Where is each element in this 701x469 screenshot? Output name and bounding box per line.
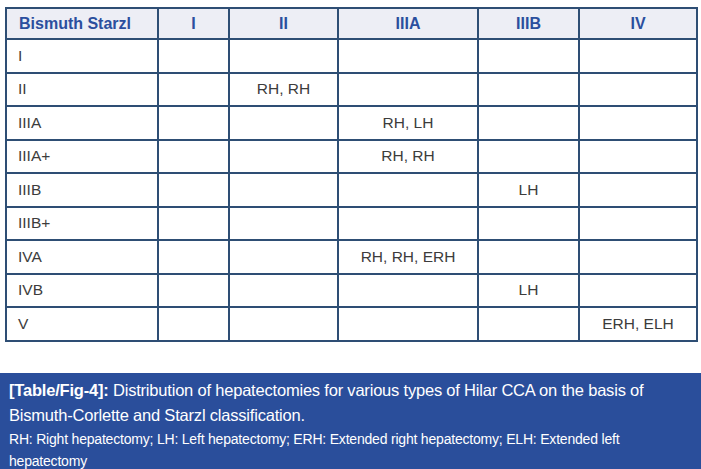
table-cell	[229, 207, 338, 241]
table-cell: RH, LH	[338, 106, 478, 140]
table-cell	[229, 240, 338, 274]
table-cell	[338, 307, 478, 341]
table-cell	[338, 207, 478, 241]
table-cell	[229, 307, 338, 341]
caption-main-text: [Table/Fig-4]: Distribution of hepatecto…	[9, 378, 691, 428]
table-cell	[478, 39, 579, 73]
row-label: IVA	[6, 240, 158, 274]
table-cell	[158, 274, 229, 308]
row-label: IIIB	[6, 173, 158, 207]
table-cell	[478, 207, 579, 241]
caption-block: [Table/Fig-4]: Distribution of hepatecto…	[0, 373, 701, 469]
table-cell	[338, 39, 478, 73]
header-cell-row-axis: Bismuth Starzl	[6, 8, 158, 39]
table-cell	[478, 240, 579, 274]
table-cell	[579, 207, 697, 241]
table-cell: RH, RH	[229, 73, 338, 107]
header-row: Bismuth StarzlIIIIIIAIIIBIV	[6, 8, 697, 39]
table-cell	[158, 240, 229, 274]
table-cell	[229, 39, 338, 73]
row-label: I	[6, 39, 158, 73]
header-cell: IV	[579, 8, 697, 39]
hepatectomy-classification-table: Bismuth StarzlIIIIIIAIIIBIV IIIRH, RHIII…	[5, 7, 698, 342]
table-cell	[338, 274, 478, 308]
table-cell	[229, 140, 338, 174]
table-cell	[338, 173, 478, 207]
table-cell	[338, 73, 478, 107]
table-cell	[158, 207, 229, 241]
table-cell: RH, RH	[338, 140, 478, 174]
row-label: IIIA	[6, 106, 158, 140]
table-cell	[229, 173, 338, 207]
table-body: IIIRH, RHIIIARH, LHIIIA+RH, RHIIIBLHIIIB…	[6, 39, 697, 341]
row-label: IVB	[6, 274, 158, 308]
table-row: IIIB LH	[6, 173, 697, 207]
table-header: Bismuth StarzlIIIIIIAIIIBIV	[6, 8, 697, 39]
table-cell	[229, 274, 338, 308]
table-cell	[579, 274, 697, 308]
header-cell: I	[158, 8, 229, 39]
row-label: V	[6, 307, 158, 341]
table-cell	[579, 173, 697, 207]
row-label: II	[6, 73, 158, 107]
header-cell: II	[229, 8, 338, 39]
table-cell	[579, 106, 697, 140]
table-figure-page: Bismuth StarzlIIIIIIAIIIBIV IIIRH, RHIII…	[0, 7, 701, 469]
table-row: I	[6, 39, 697, 73]
table-cell	[158, 39, 229, 73]
header-cell: IIIB	[478, 8, 579, 39]
caption-figure-tag: [Table/Fig-4]:	[9, 381, 109, 399]
table-cell	[478, 307, 579, 341]
table-row: IIIA+ RH, RH	[6, 140, 697, 174]
table-cell	[579, 140, 697, 174]
table-row: IVB LH	[6, 274, 697, 308]
table-cell: LH	[478, 274, 579, 308]
table-cell	[158, 140, 229, 174]
table-row: IIIB+	[6, 207, 697, 241]
table-cell: ERH, ELH	[579, 307, 697, 341]
table-cell	[229, 106, 338, 140]
table-cell	[478, 73, 579, 107]
table-cell	[158, 106, 229, 140]
caption-abbreviations: RH: Right hepatectomy; LH: Left hepatect…	[9, 429, 691, 469]
row-label: IIIA+	[6, 140, 158, 174]
table-cell	[158, 173, 229, 207]
header-cell: IIIA	[338, 8, 478, 39]
table-row: V ERH, ELH	[6, 307, 697, 341]
table-row: IIIA RH, LH	[6, 106, 697, 140]
table-cell: LH	[478, 173, 579, 207]
table-cell	[579, 73, 697, 107]
table-row: IVA RH, RH, ERH	[6, 240, 697, 274]
table-cell	[158, 73, 229, 107]
row-label: IIIB+	[6, 207, 158, 241]
table-cell	[579, 240, 697, 274]
table-cell	[579, 39, 697, 73]
table-cell	[158, 307, 229, 341]
table-cell	[478, 106, 579, 140]
table-cell: RH, RH, ERH	[338, 240, 478, 274]
table-cell	[478, 140, 579, 174]
table-row: II RH, RH	[6, 73, 697, 107]
